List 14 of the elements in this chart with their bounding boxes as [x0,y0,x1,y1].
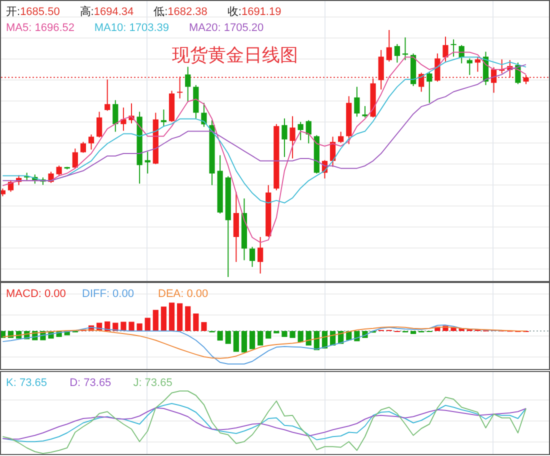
text: 高:1694.34 [80,5,134,18]
text: 低:1682.38 [154,6,208,18]
text: MA10: 1703.39 [94,22,170,34]
text: K: 73.65 [6,377,47,389]
text: DIFF: 0.00 [82,288,134,300]
text: MA5: 1696.52 [6,22,74,34]
text: MA20: 1705.20 [189,22,264,34]
text: 开:1685.50 [6,6,60,18]
text: MACD: 0.00 [6,288,66,300]
series-label: J: 73.65 [133,377,172,389]
text: 收:1691.19 [227,6,282,18]
text: 现货黄金日线图 [172,45,298,65]
text: DEA: 0.00 [158,288,208,300]
text: D: 73.65 [70,377,112,389]
